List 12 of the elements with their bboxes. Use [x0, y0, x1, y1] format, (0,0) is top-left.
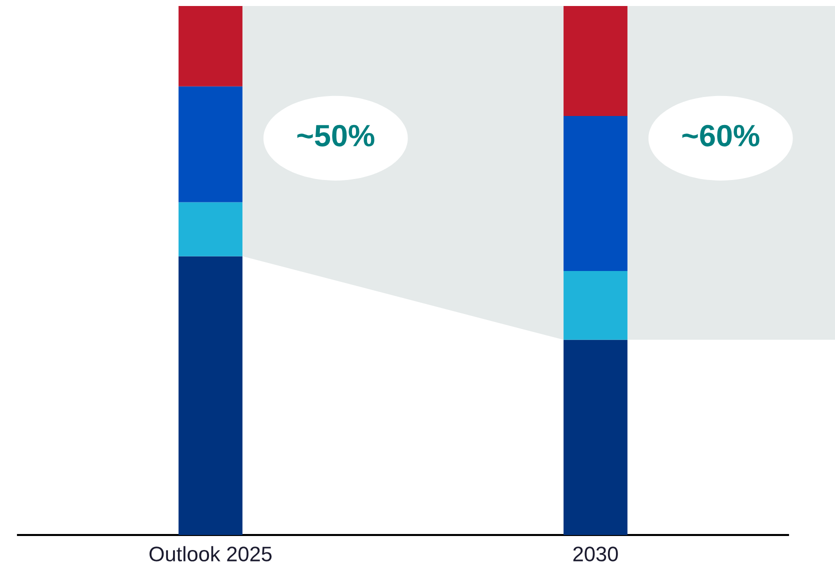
bar	[178, 202, 242, 256]
bar	[564, 340, 628, 535]
bar	[564, 116, 628, 272]
bar	[178, 6, 242, 86]
bar	[564, 6, 628, 116]
bar	[564, 271, 628, 340]
annotation: ~50%	[297, 124, 374, 146]
x-tick-label: 2030	[573, 546, 618, 562]
bar	[178, 256, 242, 535]
bar	[178, 86, 242, 202]
annotation: ~60%	[682, 124, 760, 146]
x-tick-label: Outlook 2025	[150, 546, 272, 562]
